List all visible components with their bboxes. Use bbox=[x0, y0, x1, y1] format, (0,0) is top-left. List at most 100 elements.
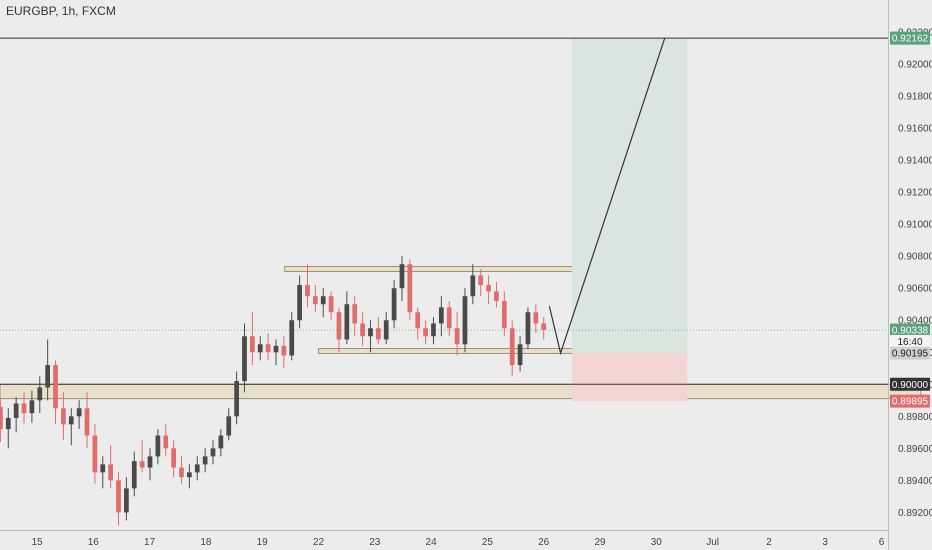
y-tick-label: 0.91600 bbox=[898, 124, 932, 135]
price-label-box bbox=[890, 346, 930, 360]
x-tick-label: 25 bbox=[482, 537, 494, 548]
candle bbox=[368, 320, 373, 353]
x-tick-label: 6 bbox=[879, 537, 885, 548]
candle-body bbox=[431, 323, 436, 337]
position-layer bbox=[571, 38, 688, 402]
x-tick-label: 18 bbox=[200, 537, 212, 548]
candle bbox=[124, 477, 129, 521]
candle bbox=[13, 397, 19, 433]
candle bbox=[37, 376, 43, 414]
target-zone bbox=[571, 38, 688, 354]
candle bbox=[29, 390, 35, 423]
candle-body bbox=[61, 408, 66, 425]
candle bbox=[525, 307, 531, 350]
candle-body bbox=[13, 403, 19, 418]
price-label: 0.90195 bbox=[890, 346, 930, 360]
candle-body bbox=[116, 480, 121, 513]
y-tick-label: 0.90800 bbox=[898, 252, 932, 263]
candle-body bbox=[501, 301, 507, 329]
candle bbox=[84, 392, 90, 449]
price-label-box bbox=[890, 377, 930, 391]
candle bbox=[486, 275, 491, 305]
candle bbox=[478, 269, 484, 297]
x-tick-label: 2 bbox=[766, 537, 772, 548]
candle-body bbox=[407, 264, 413, 313]
candle-body bbox=[541, 323, 547, 330]
candle bbox=[76, 400, 82, 430]
candle bbox=[171, 440, 176, 478]
candle-body bbox=[344, 304, 350, 340]
candle-body bbox=[131, 461, 137, 489]
candle-body bbox=[0, 406, 3, 430]
candle-body bbox=[533, 312, 539, 324]
candle bbox=[423, 320, 428, 345]
candle-body bbox=[171, 448, 176, 468]
candle-body bbox=[108, 464, 114, 481]
candle-body bbox=[147, 456, 153, 468]
x-tick-label: 3 bbox=[822, 537, 828, 548]
y-tick-label: 0.91200 bbox=[898, 188, 932, 199]
candle-body bbox=[139, 461, 145, 468]
candle-body bbox=[360, 323, 365, 337]
candle-body bbox=[29, 400, 35, 414]
candle bbox=[431, 317, 436, 345]
candle bbox=[391, 280, 397, 329]
candle bbox=[470, 264, 476, 305]
candle-body bbox=[273, 345, 279, 353]
candle-body bbox=[210, 448, 216, 457]
price-label-box bbox=[890, 334, 930, 348]
price-label: 0.90000 bbox=[890, 377, 930, 391]
candle-body bbox=[494, 291, 499, 302]
x-tick-label: 15 bbox=[31, 537, 43, 548]
candle bbox=[494, 281, 499, 308]
candle bbox=[139, 440, 145, 473]
candle bbox=[108, 445, 114, 489]
y-tick-label: 0.90600 bbox=[898, 284, 932, 295]
projection-path bbox=[548, 37, 666, 356]
price-label-box bbox=[890, 31, 930, 45]
candle bbox=[454, 312, 460, 356]
candle-body bbox=[163, 435, 169, 449]
x-tick-label: 30 bbox=[651, 537, 663, 548]
candle-body bbox=[320, 296, 326, 305]
price-label-text: 0.92162 bbox=[892, 34, 929, 45]
price-label: 0.92162 bbox=[890, 31, 930, 45]
candle-body bbox=[383, 320, 389, 340]
candle-body bbox=[265, 344, 271, 353]
candle bbox=[446, 301, 452, 337]
candle bbox=[273, 339, 279, 366]
candle-body bbox=[352, 304, 358, 324]
candle-body bbox=[202, 456, 208, 465]
candle-body bbox=[234, 381, 239, 417]
candle bbox=[328, 291, 334, 321]
zone-support bbox=[0, 383, 922, 400]
y-tick-label: 0.91000 bbox=[898, 220, 932, 231]
candle-body bbox=[454, 328, 460, 345]
candle-body bbox=[305, 285, 310, 297]
candle bbox=[257, 336, 263, 361]
projection-layer bbox=[548, 37, 666, 356]
candle-body bbox=[517, 344, 523, 366]
candle-body bbox=[438, 307, 444, 324]
candle-body bbox=[76, 408, 82, 417]
candle-body bbox=[194, 464, 200, 473]
y-tick-label: 0.89800 bbox=[898, 412, 932, 423]
candle bbox=[375, 317, 381, 345]
candle-body bbox=[391, 288, 397, 321]
x-tick-label: 24 bbox=[426, 537, 438, 548]
candle bbox=[352, 296, 358, 337]
candle bbox=[53, 360, 58, 425]
y-tick-label: 0.92000 bbox=[898, 60, 932, 71]
candle-body bbox=[289, 320, 295, 356]
candle bbox=[399, 256, 405, 302]
candle-body bbox=[281, 345, 287, 356]
candle-body bbox=[250, 336, 255, 353]
candle bbox=[533, 304, 539, 334]
candle bbox=[501, 291, 507, 337]
candle-body bbox=[5, 417, 11, 430]
candle bbox=[92, 424, 98, 484]
price-label-text: 0.90000 bbox=[892, 380, 929, 391]
y-tick-label: 0.91400 bbox=[898, 156, 932, 167]
